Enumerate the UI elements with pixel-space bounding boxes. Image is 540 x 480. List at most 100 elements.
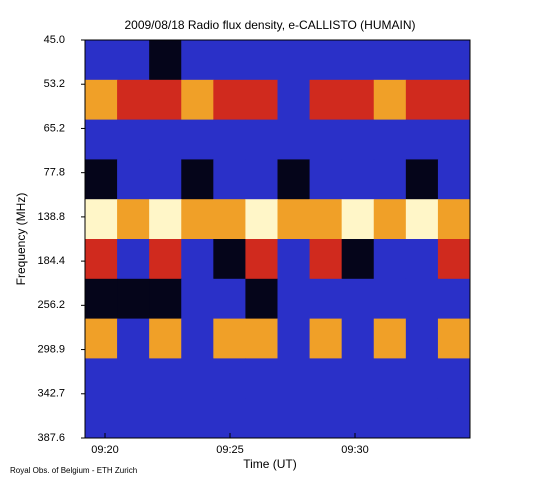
heatmap-cell <box>309 119 343 160</box>
heatmap-cell <box>341 358 375 399</box>
heatmap-cell <box>373 119 407 160</box>
heatmap-cell <box>405 119 439 160</box>
heatmap-cell <box>213 318 246 359</box>
heatmap-cell <box>149 278 182 320</box>
heatmap-cell <box>181 318 214 359</box>
heatmap-cell <box>117 40 150 81</box>
heatmap-cell <box>437 239 471 280</box>
heatmap-cell <box>117 398 150 439</box>
heatmap-cell <box>85 40 118 81</box>
y-tick-label: 45.0 <box>44 34 65 46</box>
heatmap-cell <box>117 278 150 320</box>
heatmap-cell <box>277 40 311 81</box>
heatmap-cell <box>245 358 278 399</box>
heatmap-cell <box>85 239 118 280</box>
x-tick-label: 09:20 <box>91 444 119 456</box>
heatmap-cell <box>181 278 214 320</box>
heatmap-cell <box>309 199 343 240</box>
heatmap-cell <box>341 40 375 81</box>
heatmap-cell <box>117 358 150 399</box>
heatmap-cell <box>405 159 439 200</box>
heatmap-cell <box>213 79 246 121</box>
heatmap-cell <box>437 318 471 359</box>
heatmap-cell <box>309 278 343 320</box>
heatmap-cell <box>341 239 375 280</box>
heatmap-cell <box>85 119 118 160</box>
heatmap-cell <box>85 398 118 439</box>
heatmap-cell <box>437 79 471 121</box>
heatmap-cell <box>117 159 150 200</box>
heatmap-cell <box>181 40 214 81</box>
heatmap-cell <box>277 358 311 399</box>
y-tick-label: 77.8 <box>44 167 65 179</box>
heatmap-cell <box>309 239 343 280</box>
heatmap-cell <box>117 119 150 160</box>
heatmap-cell <box>85 358 118 399</box>
heatmap-cell <box>437 398 471 439</box>
y-tick-label: 342.7 <box>37 388 65 400</box>
heatmap-cell <box>181 239 214 280</box>
y-tick-label: 387.6 <box>37 432 65 444</box>
heatmap-cell <box>245 159 278 200</box>
y-tick-label: 256.2 <box>37 299 65 311</box>
heatmap-cell <box>149 358 182 399</box>
heatmap-cell <box>373 239 407 280</box>
chart-title: 2009/08/18 Radio flux density, e-CALLIST… <box>124 18 415 32</box>
heatmap-cell <box>437 40 471 81</box>
heatmap-cell <box>277 79 311 121</box>
y-tick-label: 184.4 <box>37 255 65 267</box>
heatmap-cell <box>85 278 118 320</box>
heatmap-cell <box>405 358 439 399</box>
y-tick-label: 65.2 <box>44 122 65 134</box>
heatmap-cell <box>373 159 407 200</box>
heatmap-cell <box>149 119 182 160</box>
heatmap-cell <box>245 199 278 240</box>
heatmap-cell <box>341 159 375 200</box>
heatmap-cell <box>213 159 246 200</box>
heatmap-cell <box>245 398 278 439</box>
heatmap-cell <box>373 79 407 121</box>
heatmap-cell <box>149 398 182 439</box>
heatmap-cell <box>85 79 118 121</box>
heatmap-cell <box>85 159 118 200</box>
heatmap-cell <box>373 199 407 240</box>
y-tick-label: 298.9 <box>37 343 65 355</box>
heatmap-cell <box>309 159 343 200</box>
heatmap-cell <box>213 40 246 81</box>
heatmap-cell <box>405 199 439 240</box>
heatmap-cell <box>373 318 407 359</box>
heatmap-cell <box>405 318 439 359</box>
heatmap-cell <box>117 318 150 359</box>
heatmap-cell <box>117 239 150 280</box>
heatmap-cell <box>437 278 471 320</box>
y-tick-label: 53.2 <box>44 78 65 90</box>
heatmap-cell <box>245 278 278 320</box>
heatmap-cell <box>373 40 407 81</box>
heatmap-cell <box>149 79 182 121</box>
heatmap-cell <box>309 398 343 439</box>
footer: Royal Obs. of Belgium - ETH Zurich <box>10 466 137 475</box>
heatmap-cell <box>213 239 246 280</box>
heatmap-cell <box>437 358 471 399</box>
heatmap-cell <box>373 358 407 399</box>
y-axis-label: Frequency (MHz) <box>14 193 28 286</box>
heatmap-cell <box>117 79 150 121</box>
heatmap-cell <box>437 119 471 160</box>
heatmap-cell <box>309 40 343 81</box>
heatmap-cell <box>341 79 375 121</box>
heatmap-cell <box>405 239 439 280</box>
heatmap-cell <box>181 79 214 121</box>
heatmap-cell <box>309 318 343 359</box>
heatmap-cell <box>181 358 214 399</box>
y-tick-label: 138.8 <box>37 211 65 223</box>
heatmap-cell <box>181 159 214 200</box>
heatmap-cell <box>181 119 214 160</box>
heatmap-cell <box>405 79 439 121</box>
heatmap-cell <box>277 398 311 439</box>
heatmap-cell <box>117 199 150 240</box>
heatmap-cell <box>437 159 471 200</box>
heatmap-cell <box>181 199 214 240</box>
heatmap-cell <box>245 40 278 81</box>
heatmap-cell <box>277 119 311 160</box>
